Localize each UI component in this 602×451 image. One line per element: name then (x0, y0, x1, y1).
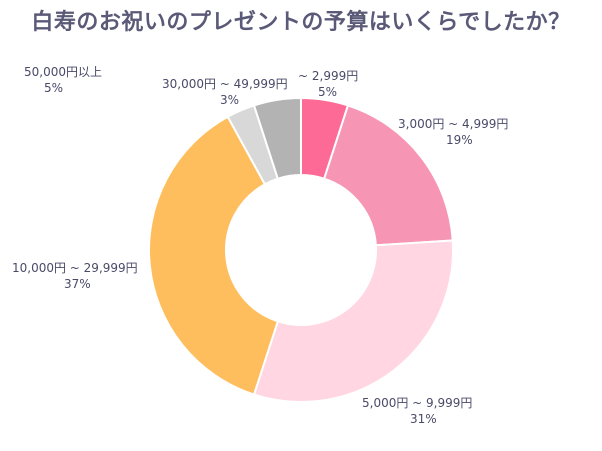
slice-value-1: 5% (318, 85, 337, 99)
slice-label-6: 50,000円以上 (24, 65, 102, 79)
slice-label-5: 30,000円 ~ 49,999円 (162, 77, 288, 91)
slice-3 (252, 239, 454, 403)
slice-value-6: 5% (44, 81, 63, 95)
slice-label-2: 3,000円 ~ 4,999円 (398, 117, 508, 131)
slice-6 (252, 96, 302, 180)
donut-slices (148, 96, 454, 403)
slice-2 (322, 104, 454, 247)
slice-4 (148, 115, 280, 396)
slice-value-5: 3% (220, 93, 239, 107)
slice-value-4: 37% (64, 277, 91, 291)
slice-label-3: 5,000円 ~ 9,999円 (362, 396, 472, 410)
slice-label-1: ~ 2,999円 (298, 69, 358, 83)
slice-value-2: 19% (446, 133, 473, 147)
chart-title: 白寿のお祝いのプレゼントの予算はいくらでしたか？ (31, 10, 571, 35)
slice-labels: ~ 2,999円 5% 3,000円 ~ 4,999円 19% 5,000円 ~ 9,9… (12, 65, 508, 426)
slice-value-3: 31% (410, 412, 437, 426)
slice-label-4: 10,000円 ~ 29,999円 (12, 261, 138, 275)
